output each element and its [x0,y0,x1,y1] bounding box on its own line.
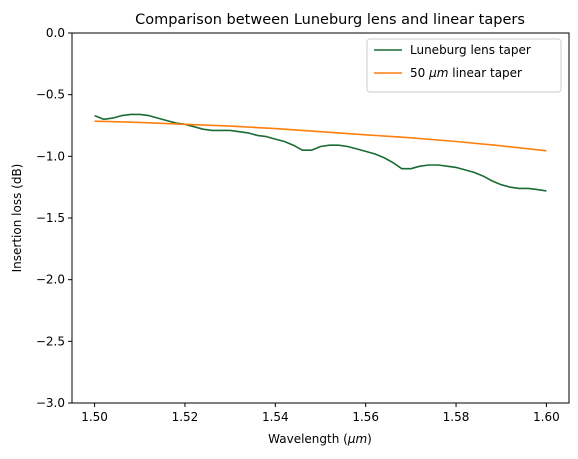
x-axis: 1.50 1.52 1.54 1.56 1.58 1.60 [81,403,560,424]
x-tick-label: 1.56 [352,410,379,424]
y-tick-label: −2.0 [36,273,65,287]
x-axis-label-part: μm [347,432,367,446]
y-tick-label: −0.5 [36,88,65,102]
series-line-1 [94,113,547,192]
x-tick-label: 1.52 [172,410,199,424]
chart-title: Comparison between Luneburg lens and lin… [135,12,525,28]
y-tick-label: −1.5 [36,211,65,225]
legend-label-part: linear taper [448,66,522,80]
x-axis-label-part: Wavelength ( [268,432,348,446]
legend: Luneburg lens taper 50 μm linear taper [366,38,562,93]
legend-label-2: 50 μm linear taper [410,66,522,80]
x-tick-label: 1.58 [443,410,470,424]
x-axis-label-part: ) [367,432,372,446]
x-axis-label: Wavelength (μm) [268,432,372,446]
legend-label-part: μm [428,66,448,80]
y-tick-label: 0.0 [46,26,65,40]
y-axis: 0.0 −0.5 −1.0 −1.5 −2.0 −2.5 −3.0 [36,26,72,410]
y-tick-label: −1.0 [36,149,65,163]
x-tick-label: 1.54 [262,410,289,424]
x-tick-label: 1.50 [81,410,108,424]
legend-label-part: 50 [410,66,429,80]
legend-label-1: Luneburg lens taper [410,43,531,57]
y-axis-label: Insertion loss (dB) [10,164,24,273]
y-tick-label: −3.0 [36,396,65,410]
legend-label-part: Luneburg lens taper [410,43,531,57]
x-tick-label: 1.60 [533,410,560,424]
y-tick-label: −2.5 [36,334,65,348]
series-line-2 [94,120,547,152]
series-layer [94,113,547,192]
legend-box [366,38,562,93]
